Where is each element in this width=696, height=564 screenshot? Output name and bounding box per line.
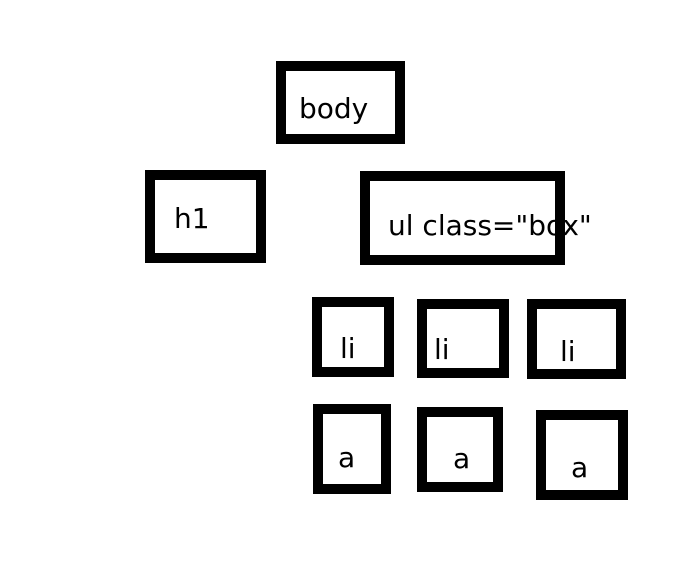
li-node-3-label: li	[560, 335, 576, 368]
h1-node-label: h1	[174, 202, 210, 235]
h1-node: h1	[145, 170, 266, 263]
a-node-3: a	[536, 410, 628, 500]
li-node-1: li	[312, 297, 394, 377]
body-node: body	[276, 61, 405, 144]
a-node-3-label: a	[571, 451, 589, 484]
a-node-2-label: a	[453, 442, 471, 475]
li-node-2-label: li	[434, 333, 450, 366]
a-node-2: a	[417, 407, 503, 492]
body-node-label: body	[299, 92, 369, 125]
a-node-1-label: a	[338, 441, 356, 474]
ul-box-node: ul class="box"	[360, 171, 592, 265]
li-node-1-label: li	[340, 332, 356, 365]
ul-box-node-label: ul class="box"	[388, 209, 592, 242]
li-node-3: li	[527, 299, 626, 379]
a-node-1: a	[313, 404, 391, 494]
li-node-2: li	[417, 299, 509, 378]
